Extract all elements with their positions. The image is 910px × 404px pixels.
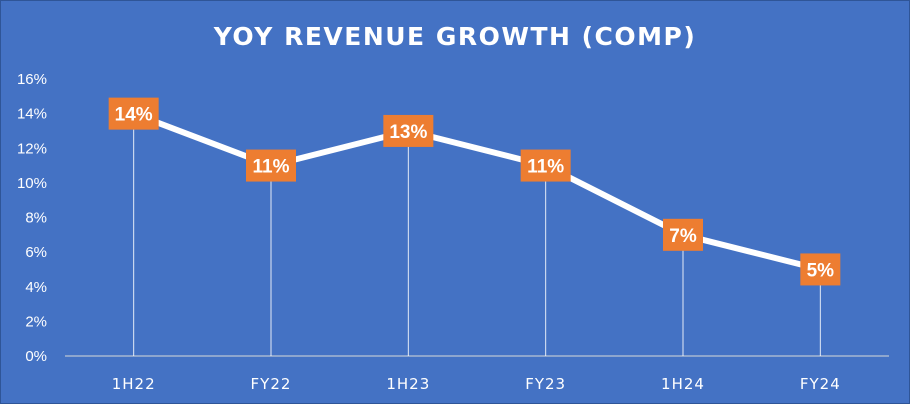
data-label-box	[246, 149, 296, 182]
data-label-box	[800, 253, 841, 286]
data-label-box	[520, 149, 571, 182]
data-label-text: 11%	[527, 157, 564, 178]
data-label: 11%	[246, 149, 296, 182]
x-tick-label: 1H24	[661, 375, 705, 393]
y-axis: 0% 2% 4% 6% 8% 10% 12% 14% 16%	[17, 71, 47, 365]
data-label: 5%	[800, 253, 841, 286]
x-tick-label: 1H22	[112, 375, 156, 393]
y-tick-label: 2%	[25, 313, 47, 330]
data-labels: 14% 11% 13% 11% 7% 5%	[108, 97, 841, 286]
data-label: 7%	[663, 218, 703, 251]
drop-lines	[133, 113, 821, 356]
data-label-box	[108, 97, 159, 130]
y-tick-label: 12%	[17, 140, 47, 157]
y-tick-label: 4%	[25, 279, 47, 296]
y-tick-label: 8%	[25, 210, 47, 227]
y-tick-label: 16%	[17, 71, 47, 88]
x-tick-label: 1H23	[386, 375, 430, 393]
data-label-text: 14%	[115, 105, 153, 126]
data-label: 14%	[108, 97, 159, 130]
series-line	[130, 110, 824, 273]
data-label-text: 5%	[807, 260, 835, 281]
x-axis: 1H22 FY22 1H23 FY23 1H24 FY24	[112, 375, 841, 393]
data-label: 11%	[520, 149, 571, 182]
x-tick-label: FY23	[525, 375, 566, 393]
data-label-box	[663, 218, 703, 251]
data-label-text: 11%	[253, 157, 290, 178]
x-tick-label: FY22	[251, 375, 292, 393]
y-tick-label: 10%	[17, 175, 47, 192]
data-label-text: 13%	[389, 122, 427, 143]
data-label-text: 7%	[669, 226, 697, 247]
y-tick-label: 14%	[17, 106, 47, 123]
chart-title: YOY REVENUE GROWTH (COMP)	[213, 22, 697, 51]
x-tick-label: FY24	[800, 375, 841, 393]
y-tick-label: 0%	[25, 348, 47, 365]
data-label-box	[383, 114, 434, 147]
series	[130, 110, 824, 273]
y-tick-label: 6%	[25, 244, 47, 261]
data-label: 13%	[383, 114, 434, 147]
